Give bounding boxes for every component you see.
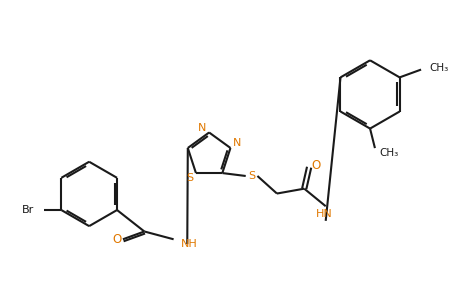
- Text: S: S: [248, 171, 255, 181]
- Text: O: O: [311, 159, 321, 172]
- Text: O: O: [112, 233, 122, 246]
- Text: CH₃: CH₃: [429, 63, 448, 73]
- Text: S: S: [187, 173, 193, 183]
- Text: Br: Br: [22, 205, 34, 215]
- Text: N: N: [198, 123, 207, 133]
- Text: NH: NH: [180, 239, 197, 249]
- Text: HN: HN: [315, 209, 332, 219]
- Text: CH₃: CH₃: [380, 148, 399, 158]
- Text: N: N: [233, 138, 241, 148]
